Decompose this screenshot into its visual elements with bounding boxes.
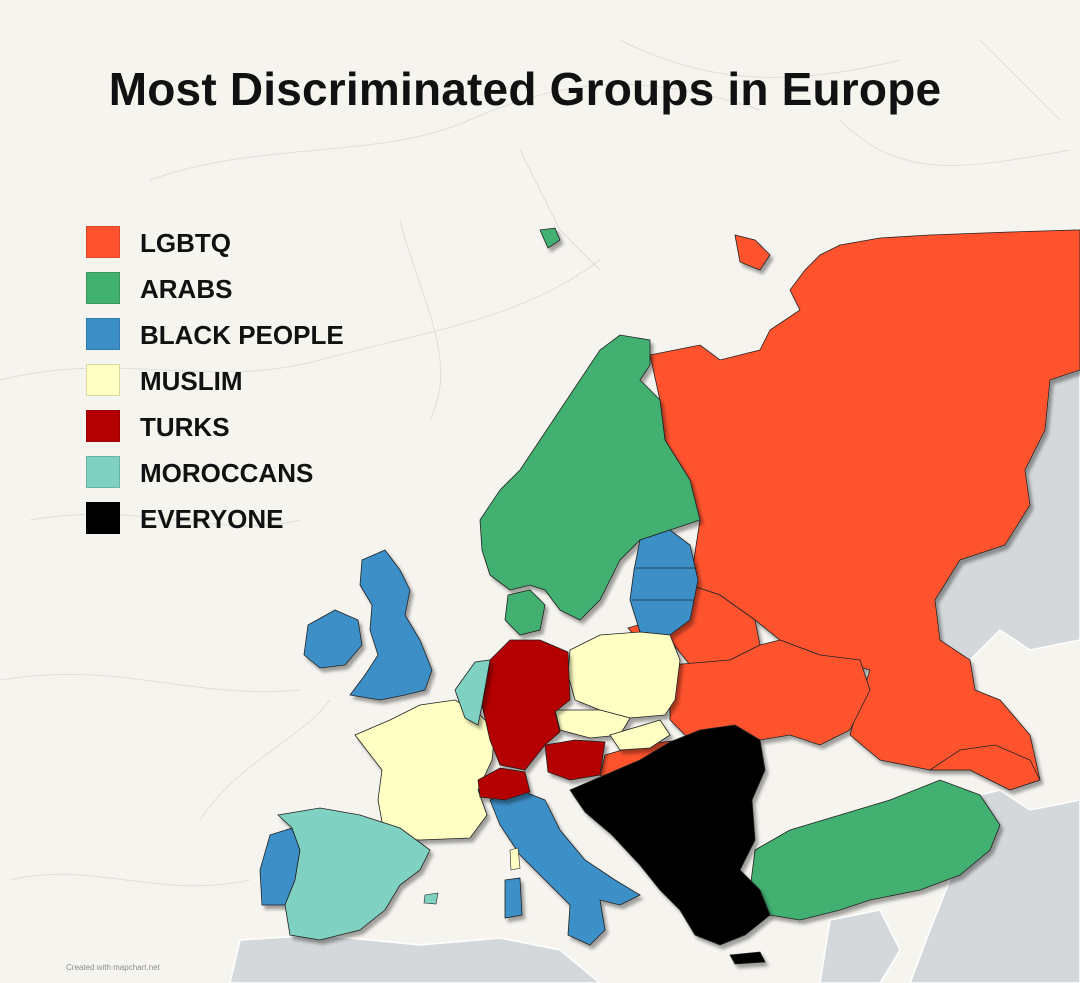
legend-label: ARABS	[140, 274, 233, 304]
legend-label: BLACK PEOPLE	[140, 320, 344, 350]
region-black-south	[259, 789, 641, 946]
legend-label: LGBTQ	[140, 228, 231, 258]
region-muslim	[354, 631, 681, 841]
region-turks	[477, 639, 606, 801]
background-roads	[0, 39, 1071, 887]
legend-swatch	[86, 410, 120, 442]
legend-swatch	[86, 318, 120, 350]
legend-item-arabs: ARABS	[86, 268, 376, 314]
map-title: Most Discriminated Groups in Europe	[108, 63, 942, 115]
islands	[423, 892, 439, 905]
legend-item-everyone: EVERYONE	[86, 498, 376, 544]
region-black-british-isles	[303, 549, 433, 701]
legend-item-moroccans: MOROCCANS	[86, 452, 376, 498]
legend-swatch	[86, 502, 120, 534]
legend-swatch	[86, 364, 120, 396]
region-black-baltic	[629, 529, 699, 636]
legend-label: TURKS	[140, 412, 230, 442]
legend-item-lgbtq: LGBTQ	[86, 222, 376, 268]
region-moroccans	[277, 659, 491, 941]
credit-text: Created with mapchart.net	[66, 963, 160, 972]
legend-swatch	[86, 272, 120, 304]
region-everyone	[569, 724, 771, 965]
legend-label: EVERYONE	[140, 504, 284, 534]
legend-item-muslim: MUSLIM	[86, 360, 376, 406]
region-arabs-nordic	[479, 227, 1001, 921]
legend-item-turks: TURKS	[86, 406, 376, 452]
legend-swatch	[86, 456, 120, 488]
legend-item-black-people: BLACK PEOPLE	[86, 314, 376, 360]
legend-label: MUSLIM	[140, 366, 243, 396]
legend: LGBTQ ARABS BLACK PEOPLE MUSLIM TURKS MO…	[86, 222, 376, 544]
legend-label: MOROCCANS	[140, 458, 314, 488]
legend-swatch	[86, 226, 120, 258]
corsica	[509, 847, 521, 871]
